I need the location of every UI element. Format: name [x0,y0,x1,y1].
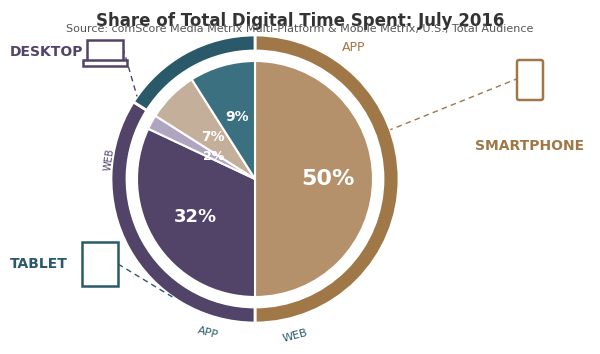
Text: APP: APP [342,41,365,55]
Wedge shape [255,35,399,323]
FancyBboxPatch shape [82,242,118,286]
Text: 2%: 2% [203,150,224,163]
Circle shape [127,51,383,307]
Text: 7%: 7% [202,130,225,144]
Text: 32%: 32% [173,208,217,226]
Circle shape [107,31,403,327]
Text: 9%: 9% [225,110,249,124]
Wedge shape [137,129,255,297]
FancyBboxPatch shape [83,60,127,66]
Wedge shape [148,116,255,179]
Wedge shape [133,35,255,110]
FancyBboxPatch shape [87,40,123,62]
Wedge shape [111,102,255,323]
Text: Source: comScore Media Metrix Multi-Platform & Mobile Metrix, U.S., Total Audien: Source: comScore Media Metrix Multi-Plat… [67,24,533,34]
Text: DESKTOP: DESKTOP [10,45,83,59]
Text: APP: APP [196,325,219,341]
Wedge shape [192,61,255,179]
Text: 50%: 50% [301,169,355,189]
Text: WEB: WEB [103,148,115,171]
Wedge shape [155,79,255,179]
Text: TABLET: TABLET [10,257,68,271]
Text: WEB: WEB [281,328,308,344]
Text: SMARTPHONE: SMARTPHONE [475,139,584,153]
FancyBboxPatch shape [517,60,543,100]
Text: Share of Total Digital Time Spent: July 2016: Share of Total Digital Time Spent: July … [96,12,504,30]
Wedge shape [255,61,373,297]
